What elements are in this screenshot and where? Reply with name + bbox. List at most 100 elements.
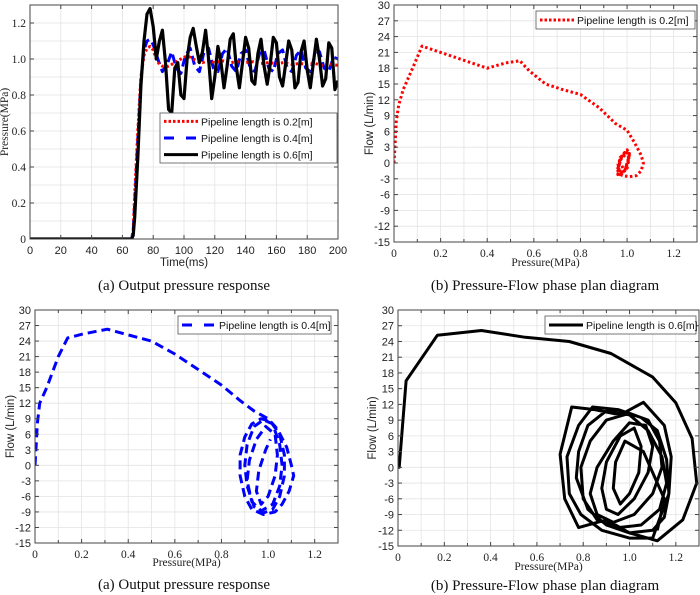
y-tick-label: 18 bbox=[378, 63, 390, 75]
x-tick-label: 140 bbox=[236, 245, 254, 257]
plot-area bbox=[394, 5, 697, 242]
panel-c-phase-diagram-0.4m: 0 0.2 0.4 0.6 0.8 1.0 1.2 -15 -12 -9 -6 -3 0 3 6 9 12 15 1… bbox=[5, 305, 339, 593]
y-tick-label: 0.8 bbox=[12, 90, 27, 102]
y-tick-label: -12 bbox=[15, 522, 31, 534]
y-tick-label: 0 bbox=[384, 158, 390, 170]
y-tick-label: 6 bbox=[384, 126, 390, 138]
series-line-pipeline-length-is-0-4-m- bbox=[30, 37, 338, 239]
legend-label: Pipeline length is 0.2[m] bbox=[577, 15, 689, 27]
legend-label: Pipeline length is 0.2[m] bbox=[201, 116, 313, 128]
y-tick-label: 21 bbox=[382, 352, 394, 364]
legend-label: Pipeline length is 0.6[m] bbox=[586, 320, 698, 332]
figure-caption: (a) Output pressure response bbox=[98, 278, 270, 294]
y-tick-label: 24 bbox=[378, 32, 390, 44]
y-tick-label: 18 bbox=[19, 367, 31, 379]
y-tick-label: -6 bbox=[21, 491, 31, 503]
y-tick-label: 9 bbox=[25, 414, 31, 426]
y-tick-label: -12 bbox=[378, 525, 394, 537]
legend: Pipeline length is 0.2[m] Pipeline length… bbox=[159, 112, 338, 164]
y-tick-label: 0.6 bbox=[12, 126, 27, 138]
figure-caption: (a) Output pressure response bbox=[98, 577, 270, 593]
y-tick-label: 27 bbox=[382, 321, 394, 333]
legend: Pipeline length is 0.4[m] bbox=[177, 315, 332, 335]
x-tick-label: 0 bbox=[32, 549, 38, 561]
x-tick-label: 0.8 bbox=[214, 549, 229, 561]
y-tick-label: 30 bbox=[19, 305, 31, 317]
y-tick-label: -6 bbox=[384, 494, 394, 506]
x-tick-label: 0.4 bbox=[480, 248, 495, 260]
x-tick-label: 60 bbox=[116, 245, 128, 257]
y-tick-label: -3 bbox=[384, 478, 394, 490]
series-group bbox=[30, 7, 338, 239]
tick-marks bbox=[397, 309, 700, 547]
x-tick-label: 40 bbox=[85, 245, 97, 257]
legend: Pipeline length is 0.2[m] bbox=[535, 10, 696, 30]
y-tick-label: 12 bbox=[19, 398, 31, 410]
grid bbox=[34, 309, 339, 544]
x-tick-label: 0 bbox=[391, 248, 397, 260]
figure-caption: (b) Pressure-Flow phase plan diagram bbox=[431, 278, 660, 294]
y-tick-label: -3 bbox=[380, 174, 390, 186]
x-tick-label: 0.4 bbox=[483, 552, 498, 564]
tick-marks bbox=[34, 309, 339, 544]
x-axis-label: Pressure(MPa) bbox=[511, 257, 580, 269]
legend-box bbox=[544, 315, 697, 335]
y-tick-label: -15 bbox=[374, 237, 390, 249]
x-axis-label: Pressure(MPa) bbox=[152, 557, 221, 569]
figure-caption: (b) Pressure-Flow phase plan diagram bbox=[431, 578, 660, 594]
x-tick-label: 1.0 bbox=[261, 549, 276, 561]
y-tick-label: 3 bbox=[384, 142, 390, 154]
y-tick-label: 3 bbox=[25, 445, 31, 457]
panel-b-phase-diagram-0.2m: 0 0.2 0.4 0.6 0.8 1.0 1.2 -15 -12 -9 -6 -3 0 3 6 9 12 15 1… bbox=[364, 0, 698, 294]
y-tick-label: -6 bbox=[380, 190, 390, 202]
x-axis-label: Pressure(MPa) bbox=[514, 561, 583, 573]
y-tick-label: 12 bbox=[382, 399, 394, 411]
x-tick-label: 1.0 bbox=[622, 552, 637, 564]
legend-box bbox=[535, 10, 696, 30]
axes-frame bbox=[34, 309, 339, 544]
x-tick-label: 0.2 bbox=[437, 552, 452, 564]
series-line-pipeline-length-is-0-2-m- bbox=[30, 44, 338, 239]
y-tick-label: 30 bbox=[382, 305, 394, 317]
y-axis-label: Flow (L/min) bbox=[5, 395, 17, 458]
x-tick-label: 0.8 bbox=[576, 552, 591, 564]
series-line-pipeline-length-is-0-6-m- bbox=[30, 7, 338, 239]
y-tick-label: 6 bbox=[25, 429, 31, 441]
x-tick-label: 1.2 bbox=[308, 549, 323, 561]
series-line-pipeline-length-is-0-6-m- bbox=[398, 329, 699, 543]
x-tick-label: 0.2 bbox=[74, 549, 89, 561]
panel-d-phase-diagram-0.6m: 0 0.2 0.4 0.6 0.8 1.0 1.2 -15 -12 -9 -6 -3 0 3 6 9 12 15 1… bbox=[367, 305, 700, 594]
y-tick-label: -12 bbox=[374, 221, 390, 233]
x-tick-label: 120 bbox=[206, 245, 224, 257]
y-axis-label: Flow (L/min) bbox=[367, 396, 379, 459]
y-tick-label: 0 bbox=[20, 234, 26, 246]
legend-label: Pipeline length is 0.4[m] bbox=[219, 320, 331, 332]
y-tick-label: 1.2 bbox=[12, 18, 27, 30]
y-tick-label: -9 bbox=[380, 205, 390, 217]
x-tick-label: 1.2 bbox=[669, 552, 684, 564]
y-tick-label: 21 bbox=[378, 47, 390, 59]
x-tick-label: 100 bbox=[175, 245, 193, 257]
y-tick-label: 15 bbox=[19, 383, 31, 395]
x-tick-label: 1.0 bbox=[620, 248, 635, 260]
series-line-pipeline-length-is-0-4-m- bbox=[35, 327, 296, 516]
tick-marks bbox=[393, 4, 698, 243]
x-tick-label: 0.6 bbox=[168, 549, 183, 561]
y-tick-label: -15 bbox=[378, 541, 394, 553]
plot-area bbox=[398, 310, 699, 546]
y-tick-label: 21 bbox=[19, 352, 31, 364]
legend: Pipeline length is 0.6[m] bbox=[544, 315, 698, 335]
x-tick-label: 1.2 bbox=[667, 248, 682, 260]
y-tick-label: 30 bbox=[378, 0, 390, 12]
plot-area bbox=[35, 310, 338, 543]
y-tick-label: 24 bbox=[19, 336, 31, 348]
x-tick-label: 160 bbox=[267, 245, 285, 257]
y-tick-label: 27 bbox=[378, 16, 390, 28]
x-tick-label: 0.4 bbox=[121, 549, 136, 561]
axes-frame bbox=[393, 4, 698, 243]
y-tick-label: 18 bbox=[382, 368, 394, 380]
y-tick-label: -9 bbox=[21, 507, 31, 519]
y-tick-label: 0.2 bbox=[12, 198, 27, 210]
x-tick-label: 0.6 bbox=[530, 552, 545, 564]
